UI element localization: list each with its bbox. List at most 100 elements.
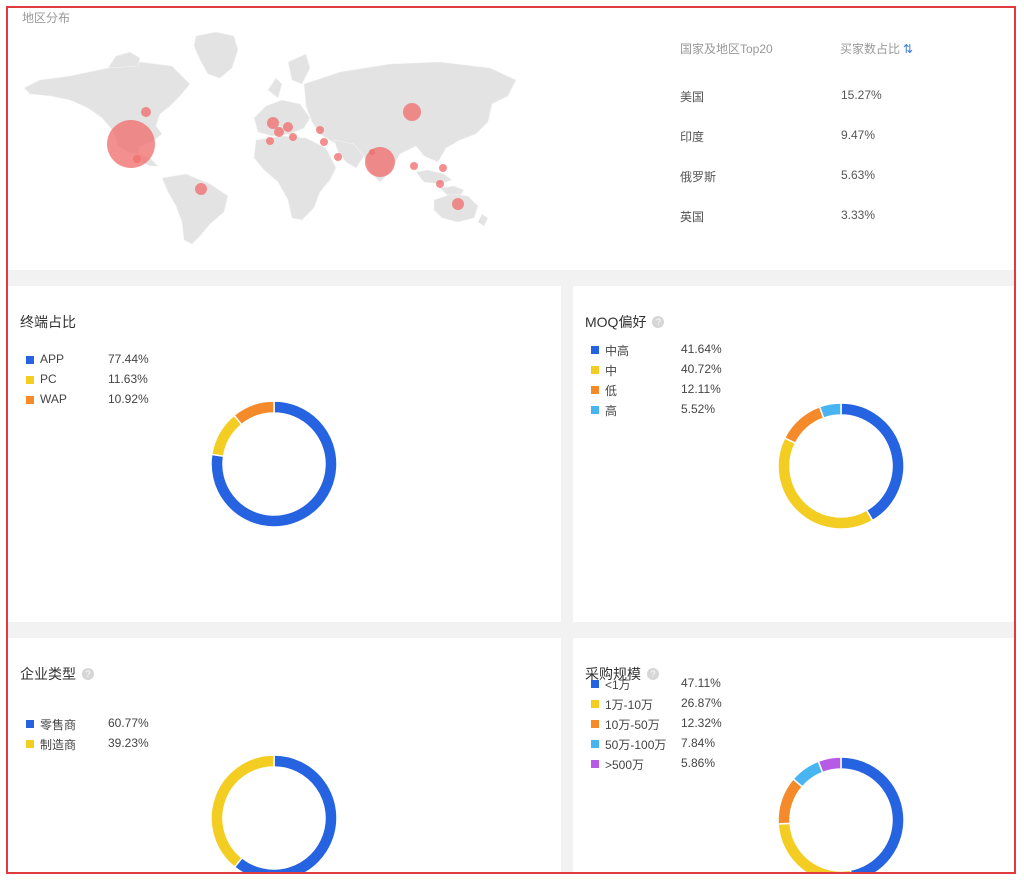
chart-title-text: MOQ偏好 <box>585 314 647 330</box>
donut-chart <box>210 400 338 528</box>
donut-slice[interactable] <box>840 756 905 874</box>
chart-title-text: 企业类型 <box>20 666 76 682</box>
rank-share: 15.27% <box>841 88 882 102</box>
buyer-bubble[interactable] <box>334 153 342 161</box>
rank-share: 9.47% <box>841 128 876 142</box>
buyer-bubble[interactable] <box>320 138 328 146</box>
donut-slice[interactable] <box>792 760 824 788</box>
buyer-bubble[interactable] <box>274 127 284 137</box>
rank-header-country: 国家及地区Top20 <box>680 42 773 56</box>
legend-value: 39.23% <box>108 736 149 750</box>
buyer-bubble[interactable] <box>267 117 279 129</box>
legend-value: 77.44% <box>108 352 149 366</box>
legend-label: <1万 <box>605 678 631 692</box>
dashboard-frame: 地区分布 国家及地区Top20 买家数 <box>6 6 1016 874</box>
legend-label: PC <box>40 372 57 386</box>
legend-swatch <box>26 740 34 748</box>
help-icon[interactable]: ? <box>82 668 94 680</box>
world-map <box>23 31 517 245</box>
legend-value: 11.63% <box>108 372 148 386</box>
rank-country: 印度 <box>680 130 705 144</box>
legend-label: >500万 <box>605 758 645 772</box>
chart-title: 终端占比 <box>20 312 76 332</box>
legend-label: 制造商 <box>40 738 77 752</box>
donut-slice[interactable] <box>840 402 905 522</box>
legend-swatch <box>26 396 34 404</box>
donut-slice[interactable] <box>777 777 804 825</box>
buyer-bubble[interactable] <box>369 149 375 155</box>
donut-slice[interactable] <box>817 756 842 774</box>
world-map-continents <box>23 31 517 245</box>
buyer-bubble[interactable] <box>133 155 141 163</box>
buyer-bubble[interactable] <box>107 120 155 168</box>
buyer-bubbles <box>107 103 464 210</box>
donut-slice[interactable] <box>233 400 275 426</box>
legend-value: 12.11% <box>681 382 721 396</box>
donut-slice[interactable] <box>777 436 874 530</box>
rank-share: 5.63% <box>841 168 876 182</box>
help-icon[interactable]: ? <box>647 668 659 680</box>
donut-slice[interactable] <box>783 405 825 445</box>
rank-header-share-label: 买家数占比 <box>840 42 901 56</box>
donut-chart <box>210 754 338 872</box>
legend-label: 50万-100万 <box>605 738 667 752</box>
moq-preference-panel: MOQ偏好? 中高 41.64% 中 40.72% 低 12.11% 高 5.52% <box>573 286 1014 622</box>
terminal-share-panel: 终端占比 APP 77.44% PC 11.63% WAP 10.92% <box>8 286 561 622</box>
legend-value: 40.72% <box>681 362 722 376</box>
chart-title: 企业类型? <box>20 664 94 684</box>
legend-label: 中高 <box>605 344 630 358</box>
legend-swatch <box>591 760 599 768</box>
legend-label: WAP <box>40 392 67 406</box>
legend-label: 中 <box>605 364 618 378</box>
buyer-bubble[interactable] <box>439 164 447 172</box>
legend-label: 1万-10万 <box>605 698 654 712</box>
rank-share: 3.33% <box>841 208 876 222</box>
legend-swatch <box>591 406 599 414</box>
legend-swatch <box>26 720 34 728</box>
legend-swatch <box>591 386 599 394</box>
buyer-bubble[interactable] <box>289 133 297 141</box>
buyer-bubble[interactable] <box>436 180 444 188</box>
legend-label: 零售商 <box>40 718 77 732</box>
buyer-bubble[interactable] <box>452 198 464 210</box>
legend-value: 7.84% <box>681 736 716 750</box>
legend-swatch <box>591 346 599 354</box>
chart-title-text: 终端占比 <box>20 314 76 330</box>
buyer-bubble[interactable] <box>266 137 274 145</box>
rank-country: 美国 <box>680 90 705 104</box>
enterprise-type-panel: 企业类型? 零售商 60.77% 制造商 39.23% <box>8 638 561 872</box>
rank-header-share[interactable]: 买家数占比 ⇅ <box>840 40 913 57</box>
donut-slice[interactable] <box>210 400 338 528</box>
donut-chart <box>777 402 905 530</box>
donut-chart <box>777 756 905 874</box>
buyer-bubble[interactable] <box>316 126 324 134</box>
legend-swatch <box>591 366 599 374</box>
chart-title-text: 采购规模 <box>585 666 641 682</box>
legend-value: 12.32% <box>681 716 722 730</box>
legend-swatch <box>591 700 599 708</box>
legend-value: 5.52% <box>681 402 716 416</box>
buyer-bubble[interactable] <box>141 107 151 117</box>
legend-swatch <box>591 680 599 688</box>
donut-slice[interactable] <box>210 414 243 458</box>
donut-slice[interactable] <box>777 822 852 874</box>
legend-value: 41.64% <box>681 342 722 356</box>
buyer-bubble[interactable] <box>195 183 207 195</box>
buyer-bubble[interactable] <box>403 103 421 121</box>
donut-slice[interactable] <box>210 754 275 869</box>
legend-swatch <box>591 720 599 728</box>
purchase-scale-panel: 采购规模? <1万 47.11% 1万-10万 26.87% 10万-50万 12.32% 5… <box>573 638 1014 874</box>
legend-value: 60.77% <box>108 716 149 730</box>
donut-slice[interactable] <box>818 402 842 419</box>
buyer-bubble[interactable] <box>283 122 293 132</box>
help-icon[interactable]: ? <box>652 316 665 328</box>
sort-icon[interactable]: ⇅ <box>903 42 914 56</box>
legend-label: APP <box>40 352 65 366</box>
legend-label: 低 <box>605 384 618 398</box>
rank-country: 英国 <box>680 210 705 224</box>
legend-swatch <box>26 376 34 384</box>
legend-label: 高 <box>605 404 618 418</box>
legend-value: 10.92% <box>108 392 149 406</box>
buyer-bubble[interactable] <box>410 162 418 170</box>
legend-swatch <box>26 356 34 364</box>
